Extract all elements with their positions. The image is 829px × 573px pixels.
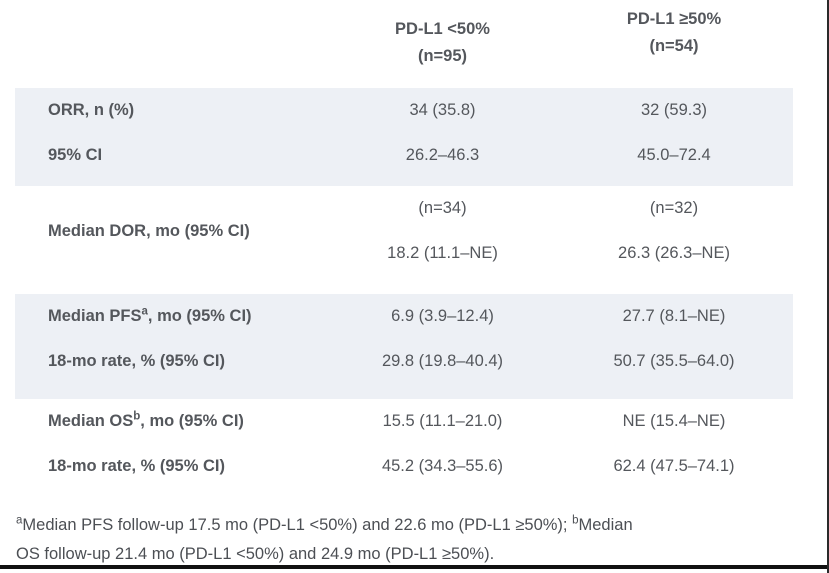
row-label: 18-mo rate, % (95% CI) bbox=[48, 457, 225, 475]
column-header-line2: (n=95) bbox=[417, 47, 468, 65]
column-header-line1: PD-L1 ≥50% bbox=[626, 10, 722, 28]
value-cell: 45.2 (34.3–55.6) bbox=[381, 457, 504, 475]
os-section: Median OSb, mo (95% CI) 15.5 (11.1–21.0)… bbox=[15, 399, 793, 489]
value-cell: 32 (59.3) bbox=[640, 101, 708, 119]
footnote-line2: OS follow-up 21.4 mo (PD-L1 <50%) and 24… bbox=[16, 545, 495, 563]
row-label: ORR, n (%) bbox=[48, 101, 135, 119]
dor-median-value: 26.3 (26.3–NE) bbox=[618, 244, 730, 262]
row-label: Median OSb, mo (95% CI) bbox=[48, 410, 244, 430]
efficacy-results-table: PD-L1 <50% (n=95) PD-L1 ≥50% (n=54) ORR,… bbox=[15, 0, 793, 489]
value-cell: 6.9 (3.9–12.4) bbox=[391, 307, 494, 325]
value-cell: 45.0–72.4 bbox=[637, 146, 711, 164]
dor-section: Median DOR, mo (95% CI) (n=34) 18.2 (11.… bbox=[15, 186, 793, 294]
dor-n-value: (n=34) bbox=[418, 199, 467, 217]
footnote-line1: aMedian PFS follow-up 17.5 mo (PD-L1 <50… bbox=[16, 514, 633, 534]
dor-cell-ge50: (n=32) 26.3 (26.3–NE) bbox=[555, 186, 793, 294]
row-label: Median PFSa, mo (95% CI) bbox=[48, 305, 252, 325]
value-cell: 26.2–46.3 bbox=[405, 146, 480, 164]
column-header-pdl1-ge50: PD-L1 ≥50% (n=54) bbox=[555, 6, 793, 78]
table-header-row: PD-L1 <50% (n=95) PD-L1 ≥50% (n=54) bbox=[15, 0, 793, 88]
value-cell: 29.8 (19.8–40.4) bbox=[381, 352, 504, 370]
table-row-pfs-18mo: 18-mo rate, % (95% CI) 29.8 (19.8–40.4) … bbox=[15, 339, 793, 384]
footnote-marker-a: a bbox=[16, 514, 23, 527]
header-spacer-cell bbox=[15, 16, 330, 88]
table-row-pfs: Median PFSa, mo (95% CI) 6.9 (3.9–12.4) … bbox=[15, 294, 793, 339]
value-cell: 34 (35.8) bbox=[409, 101, 476, 119]
table-row-os: Median OSb, mo (95% CI) 15.5 (11.1–21.0)… bbox=[15, 399, 793, 444]
row-label: 18-mo rate, % (95% CI) bbox=[48, 352, 225, 370]
row-label: 95% CI bbox=[48, 146, 103, 164]
column-header-pdl1-lt50: PD-L1 <50% (n=95) bbox=[330, 16, 555, 88]
frame-border-bottom bbox=[0, 565, 829, 569]
footnote-marker-b: b bbox=[572, 514, 579, 527]
footnote-marker-b: b bbox=[133, 410, 141, 423]
dor-cell-lt50: (n=34) 18.2 (11.1–NE) bbox=[330, 186, 555, 294]
column-header-line1: PD-L1 <50% bbox=[395, 20, 490, 38]
frame-border-right bbox=[827, 0, 829, 573]
column-header-line2: (n=54) bbox=[649, 37, 699, 55]
row-label: Median DOR, mo (95% CI) bbox=[48, 221, 250, 240]
value-cell: 27.7 (8.1–NE) bbox=[622, 307, 726, 325]
footnote-marker-a: a bbox=[141, 305, 148, 318]
value-cell: 50.7 (35.5–64.0) bbox=[613, 352, 735, 370]
table-row-os-18mo: 18-mo rate, % (95% CI) 45.2 (34.3–55.6) … bbox=[15, 444, 793, 489]
dor-median-value: 18.2 (11.1–NE) bbox=[387, 244, 498, 262]
value-cell: NE (15.4–NE) bbox=[622, 412, 726, 430]
orr-section: ORR, n (%) 34 (35.8) 32 (59.3) 95% CI 26… bbox=[15, 88, 793, 186]
table-footnote: aMedian PFS follow-up 17.5 mo (PD-L1 <50… bbox=[16, 511, 806, 569]
value-cell: 62.4 (47.5–74.1) bbox=[613, 457, 735, 475]
table-row-orr-ci: 95% CI 26.2–46.3 45.0–72.4 bbox=[15, 133, 793, 178]
dor-n-value: (n=32) bbox=[649, 199, 699, 217]
value-cell: 15.5 (11.1–21.0) bbox=[382, 412, 503, 430]
table-row-orr: ORR, n (%) 34 (35.8) 32 (59.3) bbox=[15, 88, 793, 133]
pfs-section: Median PFSa, mo (95% CI) 6.9 (3.9–12.4) … bbox=[15, 294, 793, 399]
